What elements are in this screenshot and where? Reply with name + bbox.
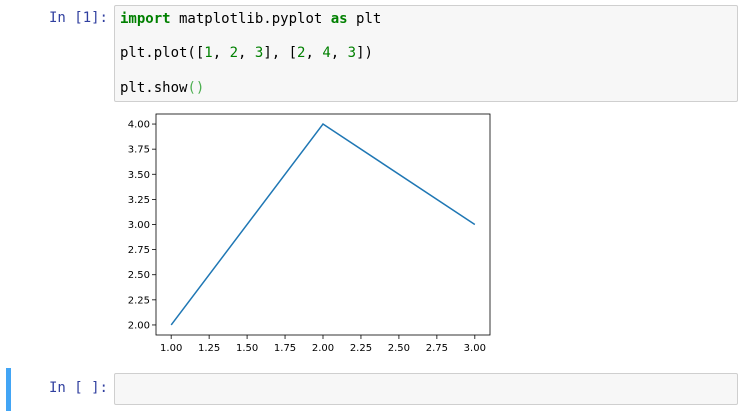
code-text: ,: [212, 45, 230, 61]
x-tick-label: 3.00: [464, 343, 486, 354]
x-tick-label: 2.75: [426, 343, 448, 354]
keyword-as: as: [330, 11, 348, 27]
code-line-import: import matplotlib.pyplot as plt: [120, 11, 381, 27]
code-text: plt.show: [120, 80, 188, 96]
code-text: ,: [238, 45, 255, 61]
output-chart: 1.00 1.25 1.50 1.75 2.00 2.25 2.50 2.75 3.00 2.0…: [128, 113, 491, 354]
y-tick-label: 2.50: [128, 270, 150, 281]
y-tick-label: 3.25: [128, 195, 150, 206]
code-text: ], [: [263, 45, 298, 61]
number-literal: 4: [322, 45, 331, 61]
code-parens: (): [187, 80, 205, 96]
series-group: [170, 123, 476, 326]
code-line-plot: plt.plot([1, 2, 3], [2, 4, 3]): [120, 45, 373, 61]
y-tick-label: 2.00: [128, 320, 150, 331]
number-literal: 3: [347, 45, 357, 61]
x-tick-label: 1.50: [236, 343, 258, 354]
y-tick-label: 2.75: [128, 245, 150, 256]
code-line-show: plt.show(): [120, 80, 204, 96]
x-tick-label: 1.00: [160, 343, 182, 354]
y-tick-label: 3.00: [128, 220, 150, 231]
code-text: plt: [347, 11, 382, 27]
cell-selection-bar: [6, 368, 11, 411]
number-literal: 3: [254, 45, 264, 61]
x-tick-label: 2.50: [388, 343, 410, 354]
x-tick-label: 1.25: [198, 343, 220, 354]
number-literal: 2: [297, 45, 306, 61]
keyword-import: import: [120, 11, 171, 27]
x-tick-label: 1.75: [274, 343, 296, 354]
code-text: plt.plot([: [120, 45, 205, 61]
number-literal: 1: [204, 45, 213, 61]
code-text: ,: [330, 45, 348, 61]
code-editor-1[interactable]: import matplotlib.pyplot as plt plt.plot…: [114, 5, 738, 102]
y-tick-label: 2.25: [128, 295, 150, 306]
code-text: ,: [305, 45, 323, 61]
input-prompt-2: In [ ]:: [48, 380, 108, 396]
number-literal: 2: [229, 45, 239, 61]
plot-area-frame: [155, 113, 491, 336]
y-axis-ticks: 2.00 2.25 2.50 2.75 3.00 3.25 3.50 3.75 4.00: [128, 120, 156, 331]
code-text: matplotlib.pyplot: [170, 11, 331, 27]
x-axis-ticks: 1.00 1.25 1.50 1.75 2.00 2.25 2.50 2.75 3.00: [160, 335, 486, 354]
x-tick-label: 2.00: [312, 343, 334, 354]
code-text: ]): [356, 45, 373, 61]
code-editor-2[interactable]: [114, 373, 738, 405]
x-tick-label: 2.25: [350, 343, 372, 354]
input-prompt-1: In [1]:: [48, 10, 108, 26]
y-tick-label: 4.00: [128, 120, 150, 131]
y-tick-label: 3.50: [128, 170, 150, 181]
series-line: [170, 123, 476, 326]
y-tick-label: 3.75: [128, 145, 150, 156]
